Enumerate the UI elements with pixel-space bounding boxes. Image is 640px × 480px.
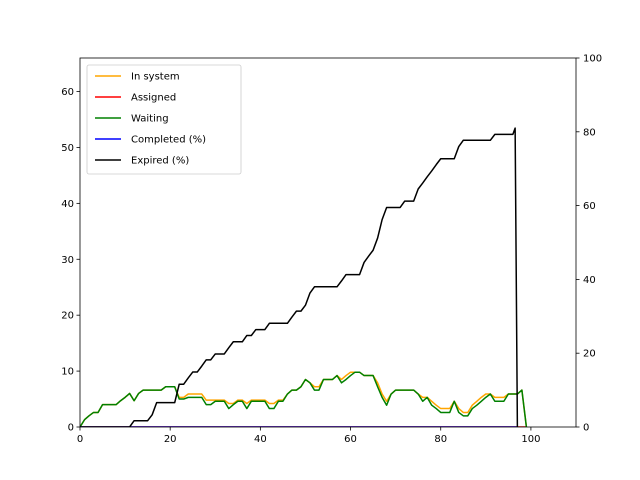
x-tick-label: 0	[77, 434, 83, 445]
y-right-tick-label: 0	[583, 423, 589, 434]
y-left-tick-label: 0	[68, 423, 74, 434]
x-tick-label: 40	[254, 434, 267, 445]
y-left-tick-label: 40	[61, 199, 74, 210]
y-left-tick-label: 50	[61, 143, 74, 154]
legend: In system Assigned Waiting Completed (%) Exp…	[86, 64, 242, 175]
legend-label-0: In system	[131, 72, 180, 83]
x-tick-label: 80	[434, 434, 447, 445]
axes: 0 20 40 60 80 100 0 10 20 30 40 50 60 0 20 40 60 80 100	[61, 54, 602, 446]
y-right-tick-label: 20	[583, 349, 596, 360]
series-line-2	[80, 371, 528, 427]
series-line-4	[80, 127, 519, 427]
legend-label-3: Completed (%)	[131, 135, 206, 146]
legend-label-2: Waiting	[131, 114, 169, 125]
x-tick-label: 60	[344, 434, 357, 445]
series-line-0	[80, 371, 528, 427]
y-right-tick-label: 100	[583, 54, 602, 65]
plot-frame	[79, 57, 577, 428]
y-right-tick-label: 60	[583, 201, 596, 212]
x-tick-label: 20	[164, 434, 177, 445]
series-lines	[80, 127, 528, 427]
legend-label-4: Expired (%)	[131, 156, 189, 167]
legend-label-1: Assigned	[131, 93, 176, 104]
y-left-tick-label: 30	[61, 255, 74, 266]
y-right-tick-label: 80	[583, 127, 596, 138]
y-left-tick-label: 20	[61, 311, 74, 322]
y-right-tick-label: 40	[583, 275, 596, 286]
y-left-tick-label: 60	[61, 87, 74, 98]
x-tick-label: 100	[521, 434, 540, 445]
legend-box	[86, 64, 242, 175]
y-left-tick-label: 10	[61, 367, 74, 378]
